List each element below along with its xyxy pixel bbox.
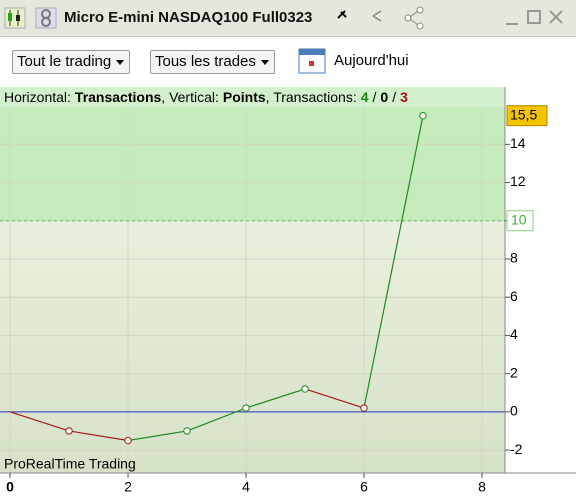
y-tick-label: 6 <box>510 288 518 304</box>
header-part: 4 <box>361 89 369 105</box>
x-tick-label: 6 <box>360 479 368 495</box>
chart: Horizontal: Transactions, Vertical: Points… <box>0 87 576 498</box>
calendar-icon[interactable] <box>298 46 328 76</box>
header-part: Points <box>223 89 266 105</box>
x-tick-label: 4 <box>242 479 250 495</box>
line-segment <box>68 430 129 442</box>
point <box>301 385 309 393</box>
line-segment <box>186 407 247 432</box>
y-tick-label: 8 <box>510 250 518 266</box>
date-label[interactable]: Aujourd'hui <box>334 52 409 69</box>
x-axis-bg <box>0 473 576 498</box>
point <box>124 436 132 445</box>
y-tick-label: 0 <box>510 403 518 419</box>
line-segment <box>363 115 424 409</box>
title-bar: Micro E-mini NASDAQ100 Full0323 <box>0 0 576 37</box>
header-part: , Vertical: <box>161 89 219 105</box>
profit-zone <box>0 87 505 221</box>
line-segment <box>9 411 70 432</box>
value-label-box <box>506 105 548 127</box>
x-tick-label: 8 <box>478 479 486 495</box>
x-tick-label: 2 <box>124 479 132 495</box>
line-segment <box>245 388 306 409</box>
threshold-label-box <box>506 210 534 232</box>
y-tick-label: -2 <box>510 441 523 457</box>
header-part: / <box>392 89 396 105</box>
header-part: 3 <box>400 89 408 105</box>
icons <box>4 7 57 29</box>
point <box>183 427 191 435</box>
threshold-label: 10 <box>511 211 527 227</box>
line-segment <box>304 388 365 409</box>
point <box>360 404 368 412</box>
header-part: / <box>373 89 377 105</box>
filter-dropdown[interactable]: Tout le trading <box>12 50 131 74</box>
line-segment <box>127 430 188 442</box>
y-tick-label: 4 <box>510 326 518 342</box>
header-part: , Transactions: <box>266 89 357 105</box>
point <box>242 404 250 412</box>
window-controls <box>337 6 563 30</box>
y-tick-label: 12 <box>510 173 526 189</box>
header-part: Horizontal: <box>4 89 71 105</box>
header-part: 0 <box>380 89 388 105</box>
window-title[interactable]: Micro E-mini NASDAQ100 Full0323 <box>64 9 313 26</box>
y-tick-label: 2 <box>510 364 518 380</box>
value-label: 15,5 <box>510 106 537 122</box>
filter-dropdown[interactable]: Tous les trades <box>150 50 275 74</box>
y-tick-label: 14 <box>510 135 526 151</box>
watermark: ProRealTime Trading <box>4 456 136 472</box>
point <box>419 111 427 120</box>
chart-header: Horizontal: Transactions, Vertical: Points… <box>4 89 408 105</box>
point <box>65 427 73 435</box>
x-tick-label: 0 <box>6 479 14 495</box>
header-band <box>0 87 505 107</box>
toolbar: Tout le trading Tous les trades Aujourd'… <box>0 37 576 87</box>
header-part: Transactions <box>75 89 162 105</box>
